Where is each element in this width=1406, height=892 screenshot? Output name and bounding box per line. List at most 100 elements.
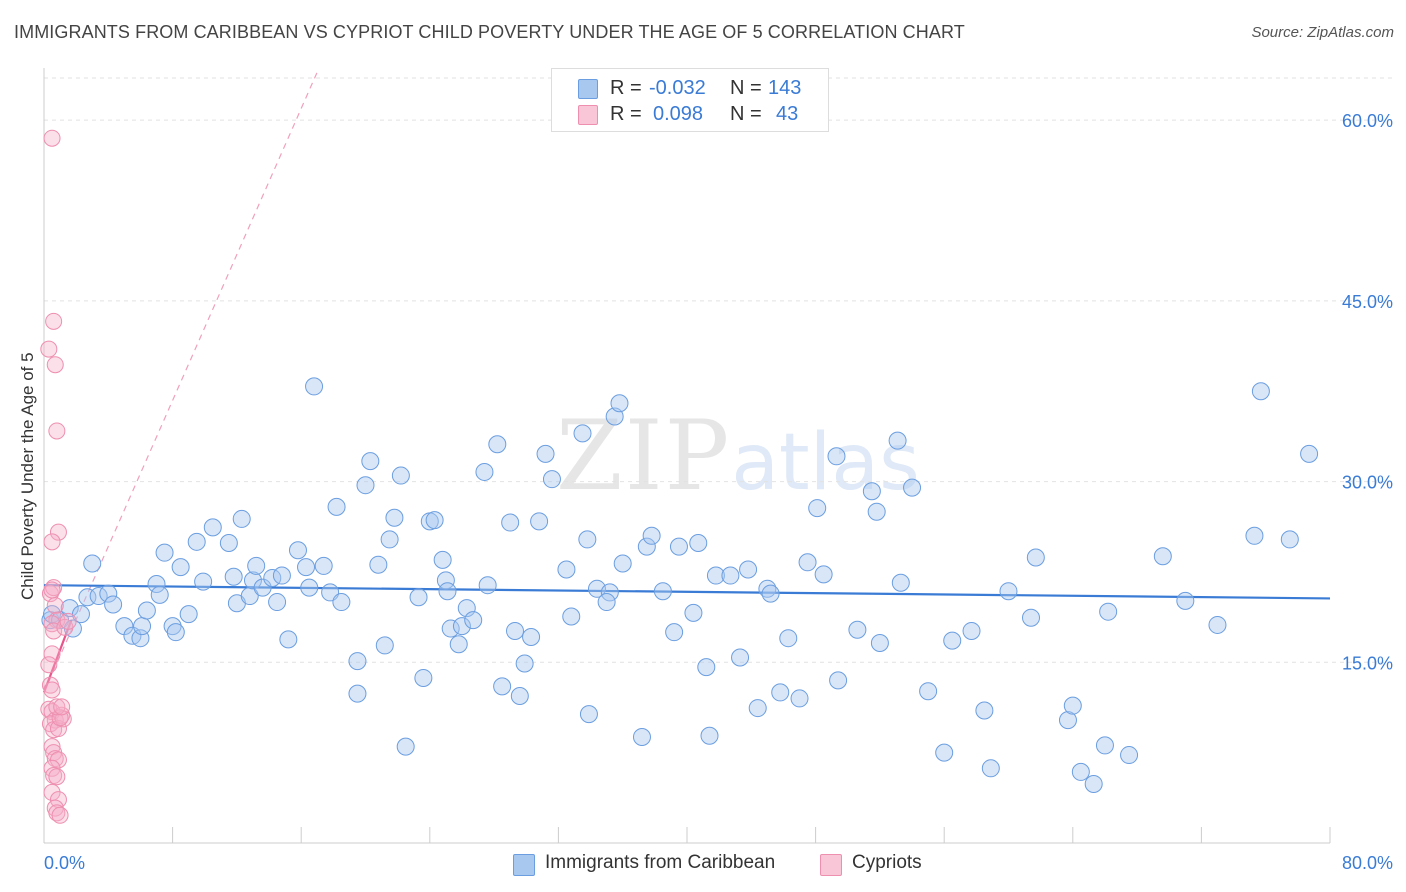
data-point-cypriots (46, 356, 64, 374)
data-point-caribbean (391, 466, 410, 485)
data-point-caribbean (697, 658, 716, 677)
data-point-caribbean (999, 582, 1018, 601)
data-point-caribbean (375, 636, 394, 655)
data-point-caribbean (493, 677, 512, 696)
data-point-caribbean (689, 534, 708, 553)
data-point-caribbean (475, 462, 494, 481)
data-point-caribbean (1208, 615, 1227, 634)
data-point-caribbean (449, 635, 468, 654)
watermark: ZIPatlas (556, 400, 920, 512)
data-point-caribbean (510, 687, 529, 706)
series-caribbean-points (41, 377, 1319, 793)
data-point-caribbean (219, 534, 238, 553)
data-point-caribbean (1176, 591, 1195, 610)
data-point-caribbean (380, 530, 399, 549)
data-point-caribbean (1022, 608, 1041, 627)
data-point-cypriots (49, 751, 67, 769)
y-tick-label: 30.0% (1342, 473, 1393, 493)
stats-r-value: 0.098 (653, 103, 704, 125)
data-point-caribbean (232, 509, 251, 528)
legend-swatch-blue (513, 854, 535, 876)
data-point-caribbean (1095, 736, 1114, 755)
data-point-cypriots (51, 709, 69, 727)
stats-n-value: 43 (776, 103, 799, 125)
data-point-caribbean (814, 565, 833, 584)
data-point-caribbean (488, 435, 507, 454)
stats-box: R = -0.032 N = 143 R = 0.098 N = 43 (551, 68, 829, 132)
data-point-cypriots (43, 581, 61, 599)
data-point-caribbean (396, 737, 415, 756)
data-point-caribbean (133, 617, 152, 636)
data-point-caribbean (637, 537, 656, 556)
data-point-caribbean (327, 497, 346, 516)
data-point-caribbean (464, 611, 483, 630)
data-point-caribbean (981, 759, 1000, 778)
data-point-caribbean (425, 511, 444, 530)
data-point-caribbean (798, 553, 817, 572)
data-point-caribbean (83, 554, 102, 573)
data-point-caribbean (557, 560, 576, 579)
data-point-caribbean (60, 599, 79, 618)
stats-n-label: N = (730, 77, 762, 99)
data-point-cypriots (51, 806, 69, 824)
legend-swatch-pink (820, 854, 842, 876)
data-point-caribbean (600, 583, 619, 602)
data-point-caribbean (665, 623, 684, 642)
x-tick-label-max: 80.0% (1342, 853, 1393, 873)
data-point-caribbean (247, 556, 266, 575)
data-point-cypriots (45, 312, 63, 330)
data-point-caribbean (441, 619, 460, 638)
data-point-caribbean (240, 587, 259, 606)
data-point-caribbean (597, 593, 616, 612)
data-point-caribbean (891, 573, 910, 592)
data-point-caribbean (501, 513, 520, 532)
data-point-caribbean (848, 620, 867, 639)
data-point-cypriots (43, 645, 61, 663)
data-point-caribbean (369, 555, 388, 574)
data-point-cypriots (59, 612, 77, 630)
data-point-caribbean (888, 431, 907, 450)
watermark-zip: ZIP (556, 400, 732, 512)
stats-r-label: R = (610, 77, 642, 99)
data-point-caribbean (530, 512, 549, 531)
data-point-caribbean (433, 550, 452, 569)
axes (43, 68, 1331, 844)
data-point-caribbean (356, 476, 375, 495)
data-point-cypriots (48, 422, 66, 440)
data-point-caribbean (1251, 382, 1270, 401)
stats-row-caribbean: R = -0.032 N = 143 (552, 75, 828, 101)
data-point-caribbean (171, 558, 190, 577)
data-point-caribbean (203, 518, 222, 537)
data-point-caribbean (348, 652, 367, 671)
data-point-caribbean (562, 607, 581, 626)
data-point-cypriots (48, 698, 66, 716)
y-tick-label: 15.0% (1342, 653, 1393, 673)
data-point-caribbean (1084, 774, 1103, 793)
data-point-caribbean (731, 648, 750, 667)
data-point-caribbean (632, 727, 651, 746)
data-point-caribbean (1280, 530, 1299, 549)
data-point-caribbean (515, 654, 534, 673)
data-point-caribbean (761, 584, 780, 603)
data-point-caribbean (653, 582, 672, 601)
data-point-caribbean (829, 671, 848, 690)
data-point-cypriots (43, 533, 61, 551)
data-point-caribbean (137, 601, 156, 620)
data-point-caribbean (739, 560, 758, 579)
stats-n-value: 143 (768, 77, 802, 99)
y-tick-label: 45.0% (1342, 292, 1393, 312)
data-point-caribbean (579, 705, 598, 724)
stats-r-label: R = (610, 103, 642, 125)
data-point-caribbean (935, 743, 954, 762)
stats-r-value: -0.032 (649, 77, 706, 99)
data-point-caribbean (104, 595, 123, 614)
data-point-caribbean (578, 530, 597, 549)
data-point-caribbean (808, 499, 827, 518)
data-point-caribbean (542, 470, 561, 489)
data-point-caribbean (348, 684, 367, 703)
data-point-caribbean (99, 584, 118, 603)
stats-n-label: N = (730, 103, 762, 125)
data-point-cypriots (43, 681, 61, 699)
y-axis-label: Child Poverty Under the Age of 5 (18, 352, 37, 600)
data-point-caribbean (179, 605, 198, 624)
